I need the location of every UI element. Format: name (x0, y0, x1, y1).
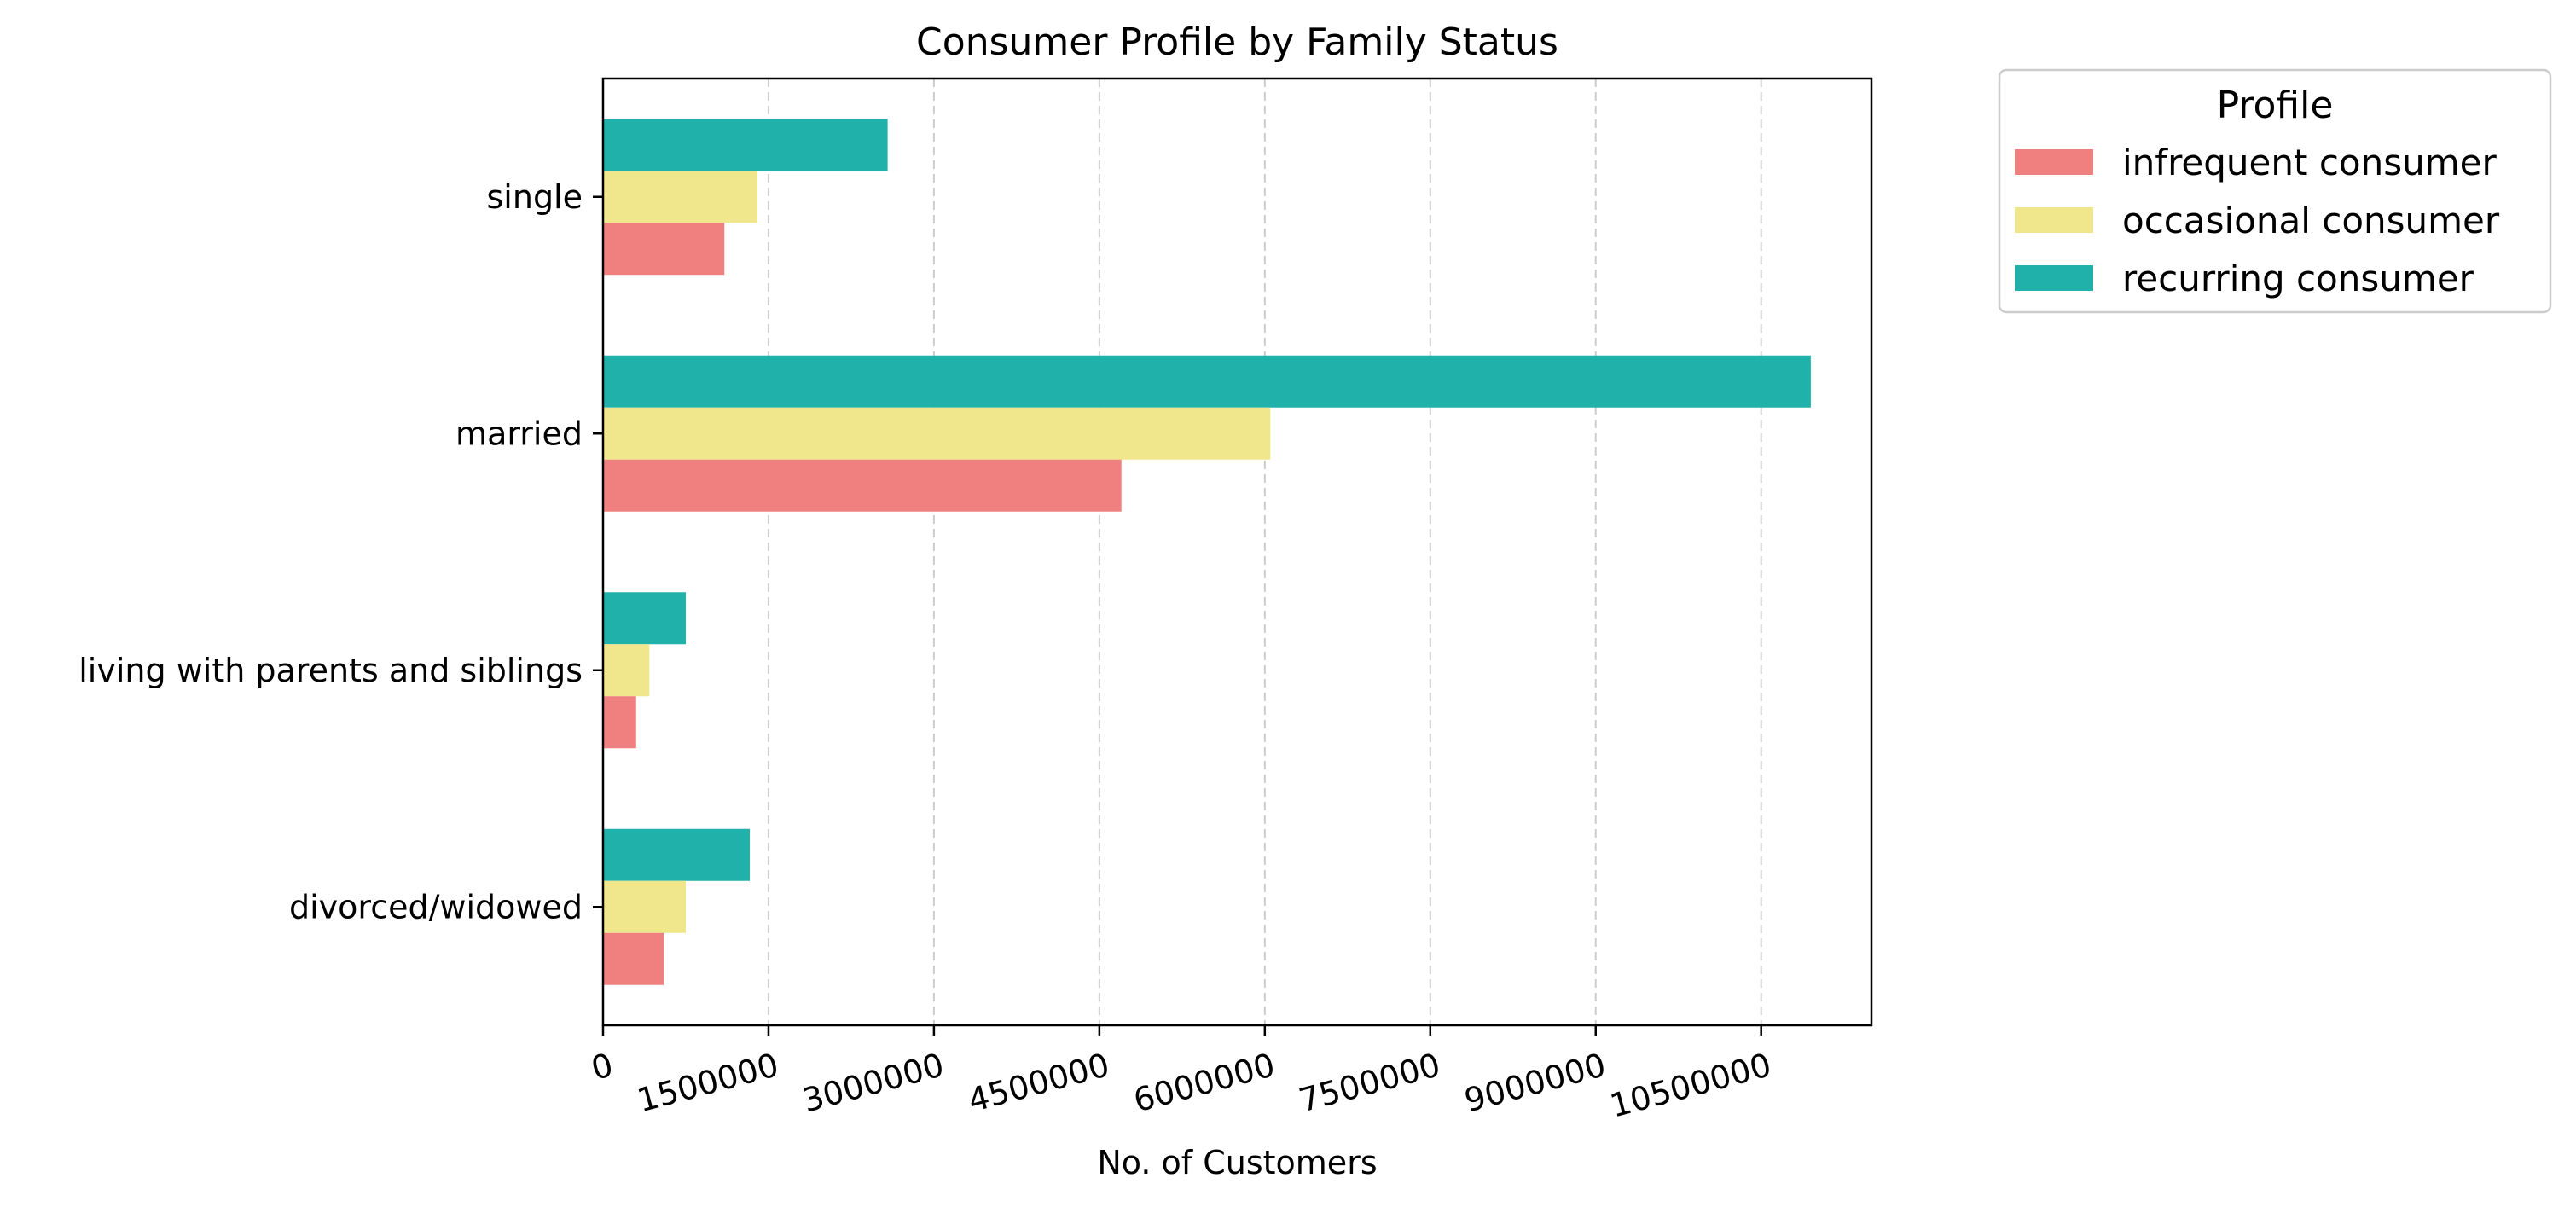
bar-occasional-consumer-0 (603, 171, 758, 223)
x-tick-label: 10500000 (1606, 1046, 1775, 1125)
legend-title: Profile (2217, 84, 2334, 127)
legend-swatch (2015, 149, 2093, 175)
x-tick-label: 6000000 (1129, 1046, 1279, 1119)
bar-recurring-consumer-0 (603, 119, 888, 171)
y-axis: single married living with parents and sib… (78, 178, 603, 926)
x-tick-label: 9000000 (1460, 1046, 1610, 1119)
bar-occasional-consumer-1 (603, 407, 1271, 460)
chart-title: Consumer Profile by Family Status (916, 20, 1558, 64)
legend-items: infrequent consumer occasional consumer re… (2015, 142, 2500, 299)
x-axis: 0 1500000 3000000 4500000 6000000 7500000 9000… (588, 1025, 1775, 1125)
legend-label: recurring consumer (2122, 258, 2474, 299)
plot-frame (601, 77, 1873, 1027)
bar-occasional-consumer-2 (603, 644, 650, 697)
bar-recurring-consumer-2 (603, 592, 686, 645)
legend-swatch (2015, 207, 2093, 233)
y-tick-label: married (455, 415, 583, 452)
x-tick-label: 3000000 (798, 1046, 948, 1119)
legend-label: occasional consumer (2122, 200, 2500, 241)
x-tick-label: 1500000 (633, 1046, 782, 1119)
y-tick-label: divorced/widowed (289, 888, 583, 926)
x-tick-label: 7500000 (1295, 1046, 1444, 1119)
bar-occasional-consumer-3 (603, 880, 686, 933)
y-tick-label: single (487, 178, 583, 216)
x-tick-label: 4500000 (964, 1046, 1113, 1119)
legend-swatch (2015, 265, 2093, 291)
bar-infrequent-consumer-2 (603, 696, 636, 749)
x-axis-label: No. of Customers (1097, 1144, 1377, 1181)
bar-infrequent-consumer-1 (603, 459, 1122, 512)
legend: Profile infrequent consumer occasional co… (1998, 68, 2552, 314)
grid-lines (767, 78, 1762, 1025)
bar-infrequent-consumer-0 (603, 223, 725, 276)
y-tick-label: living with parents and siblings (78, 652, 583, 689)
legend-frame (1998, 68, 2552, 314)
bars (603, 119, 1811, 985)
x-tick-label: 0 (588, 1046, 618, 1088)
legend-label: infrequent consumer (2122, 142, 2497, 183)
bar-recurring-consumer-3 (603, 828, 750, 881)
bar-infrequent-consumer-3 (603, 932, 664, 985)
bar-recurring-consumer-1 (603, 355, 1811, 408)
